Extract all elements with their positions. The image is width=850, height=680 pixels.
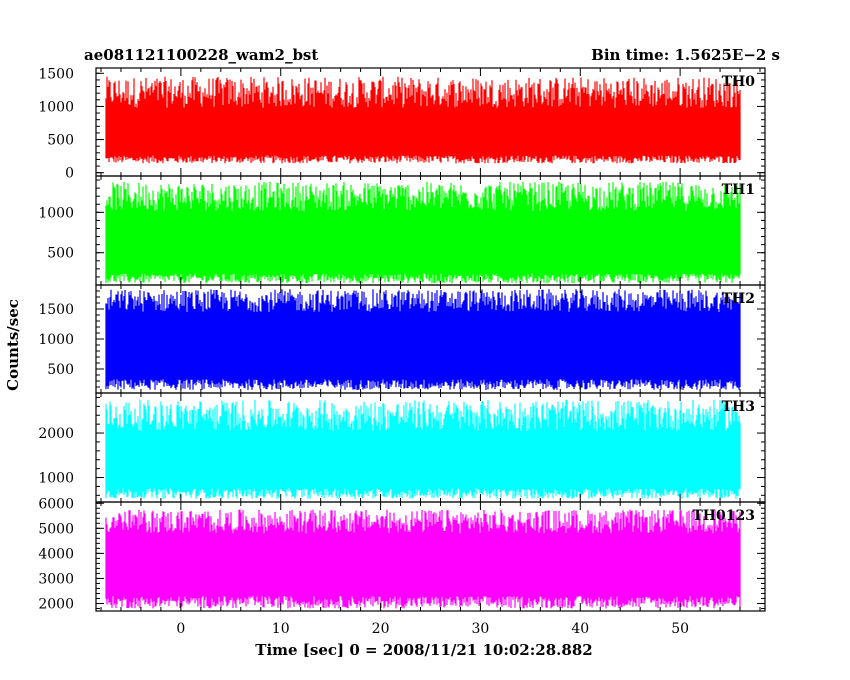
panel-label-th0123: TH0123 <box>692 508 755 524</box>
series-th1 <box>105 181 741 284</box>
y-tick-label: 5000 <box>38 521 74 537</box>
panel-label-th0: TH0 <box>722 74 756 90</box>
series-th3 <box>105 399 741 499</box>
y-tick-label: 1000 <box>38 332 74 348</box>
x-tick-label: 20 <box>372 621 390 637</box>
y-tick-label: 1000 <box>38 471 74 487</box>
y-tick-label: 3000 <box>38 571 74 587</box>
y-axis-label: Counts/sec <box>4 299 22 391</box>
y-tick-label: 500 <box>47 133 74 149</box>
y-tick-label: 0 <box>65 166 74 182</box>
series-th2 <box>105 289 741 390</box>
y-tick-label: 1500 <box>38 66 74 82</box>
x-tick-label: 30 <box>472 621 490 637</box>
x-tick-label: 40 <box>571 621 589 637</box>
x-tick-label: 0 <box>176 621 185 637</box>
panel-label-th3: TH3 <box>722 399 755 415</box>
panel-frame-th0123 <box>95 501 766 612</box>
x-axis-label: Time [sec] 0 = 2008/11/21 10:02:28.882 <box>255 641 592 659</box>
y-tick-label: 6000 <box>38 496 74 512</box>
y-tick-label: 1000 <box>38 205 74 221</box>
panel-label-th1: TH1 <box>722 182 755 198</box>
y-tick-label: 500 <box>47 246 74 262</box>
x-tick-label: 50 <box>671 621 689 637</box>
x-tick-label: 10 <box>272 621 290 637</box>
y-tick-label: 1000 <box>38 99 74 115</box>
y-tick-label: 500 <box>47 362 74 378</box>
panel-label-th2: TH2 <box>722 291 755 307</box>
y-tick-label: 2000 <box>38 596 74 612</box>
chart-title: ae081121100228_wam2_bst <box>84 46 318 64</box>
series-th0123 <box>105 509 741 609</box>
y-tick-label: 1500 <box>38 302 74 318</box>
y-tick-label: 2000 <box>38 426 74 442</box>
y-tick-label: 4000 <box>38 546 74 562</box>
bin-time-label: Bin time: 1.5625E−2 s <box>591 46 780 64</box>
series-th0 <box>105 76 741 164</box>
